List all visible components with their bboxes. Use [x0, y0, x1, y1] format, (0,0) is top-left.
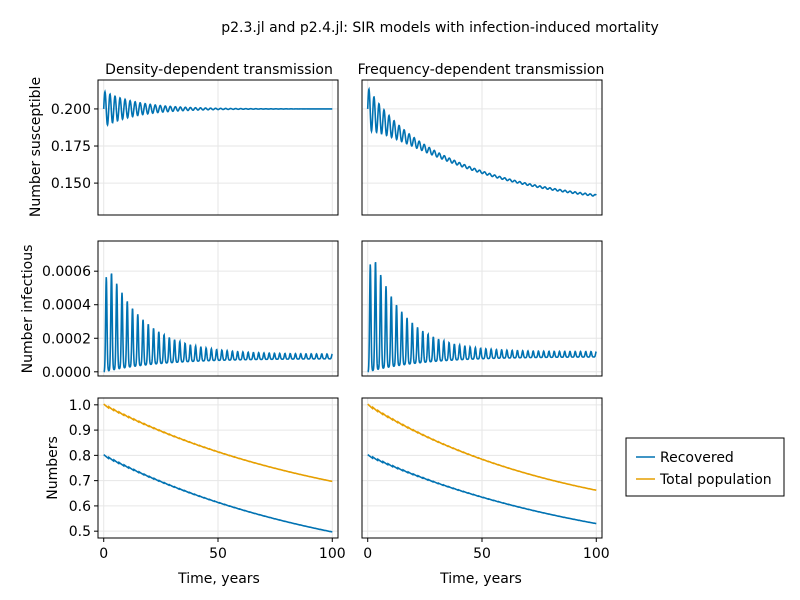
axes-frame [361, 240, 603, 377]
series-line-total-population [367, 403, 597, 492]
ylabel-numbers: Numbers [45, 436, 61, 500]
legend: Recovered Total population [625, 437, 785, 497]
y-tick-label: 0.6 [69, 499, 91, 515]
series-line-recovered [367, 453, 597, 525]
y-tick-label: 0.175 [51, 139, 91, 155]
series-line-value [367, 262, 597, 373]
axes-frame [97, 240, 339, 377]
y-tick-label: 0.0002 [42, 331, 91, 347]
panel-susceptible-frequency [361, 79, 603, 216]
y-tick-label: 0.5 [69, 524, 91, 540]
y-tick-label: 0.150 [51, 176, 91, 192]
panel-title-frequency: Frequency-dependent transmission [358, 62, 605, 78]
panel-title-density: Density-dependent transmission [105, 62, 333, 78]
series-line-value [366, 86, 597, 197]
y-tick-label: 1.0 [69, 398, 91, 414]
x-tick-label: 50 [473, 546, 491, 562]
x-tick-label: 0 [99, 546, 108, 562]
y-tick-label: 0.8 [69, 448, 91, 464]
panel-infectious-frequency [361, 240, 603, 377]
panel-susceptible-density: 0.150 0.175 0.200 [51, 79, 339, 216]
axes-frame [97, 79, 339, 216]
x-tick-label: 100 [583, 546, 610, 562]
y-tick-label: 0.7 [69, 474, 91, 490]
x-tick-label: 50 [209, 546, 227, 562]
series-line-value [102, 89, 333, 128]
y-tick-label: 0.9 [69, 423, 91, 439]
x-tick-label: 100 [319, 546, 346, 562]
figure-title: p2.3.jl and p2.4.jl: SIR models with inf… [221, 20, 658, 36]
y-tick-label: 0.200 [51, 102, 91, 118]
xlabel-left: Time, years [177, 571, 260, 587]
panel-numbers-density: 0.5 0.6 0.7 0.8 0.9 1.0 0 50 100 [69, 397, 346, 562]
y-tick-label: 0.0000 [42, 365, 91, 381]
legend-label-recovered: Recovered [660, 450, 734, 466]
ylabel-susceptible: Number susceptible [28, 77, 44, 217]
series-line-value [103, 273, 333, 373]
y-tick-label: 0.0004 [42, 298, 91, 314]
xlabel-right: Time, years [439, 571, 522, 587]
panel-numbers-frequency: 0 50 100 [361, 397, 610, 562]
ylabel-infectious: Number infectious [20, 245, 36, 374]
panel-infectious-density: 0.0000 0.0002 0.0004 0.0006 [42, 240, 339, 381]
legend-box [625, 437, 785, 497]
axes-frame [361, 79, 603, 216]
legend-label-total: Total population [659, 472, 772, 488]
x-tick-label: 0 [363, 546, 372, 562]
series-line-total-population [103, 403, 333, 483]
series-line-recovered [103, 453, 333, 533]
y-tick-label: 0.0006 [42, 264, 91, 280]
